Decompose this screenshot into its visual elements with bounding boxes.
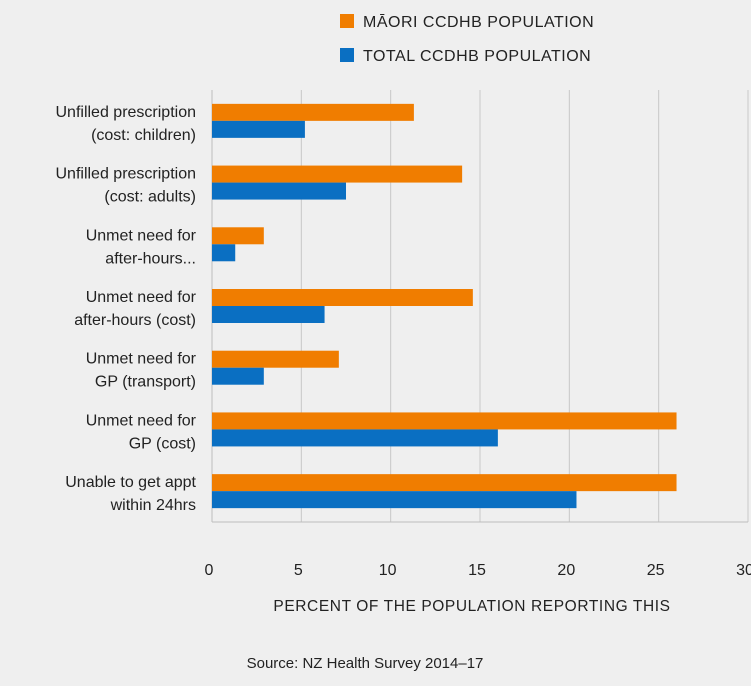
category-label-6-line-1: within 24hrs <box>110 497 196 514</box>
category-label-2-line-1: after-hours... <box>105 250 196 267</box>
bar-total-5 <box>212 429 498 447</box>
category-label-5-line-1: GP (cost) <box>129 435 196 452</box>
x-tick-labels: 0 5 10 15 20 25 30 <box>205 562 751 579</box>
category-label-1-line-0: Unfilled prescription <box>55 166 196 183</box>
category-label-4-line-1: GP (transport) <box>95 374 196 391</box>
bar-maori-4 <box>212 350 339 368</box>
x-tick-label-10: 10 <box>379 562 397 579</box>
bar-total-2 <box>212 244 236 262</box>
category-label-3-line-0: Unmet need for <box>86 289 197 306</box>
legend: MĀORI CCDHB POPULATION TOTAL CCDHB POPUL… <box>340 13 594 65</box>
category-label-5-line-0: Unmet need for <box>86 412 197 429</box>
x-tick-label-5: 5 <box>294 562 303 579</box>
x-tick-label-25: 25 <box>647 562 665 579</box>
bar-maori-3 <box>212 289 473 306</box>
legend-label-maori: MĀORI CCDHB POPULATION <box>363 13 594 31</box>
x-tick-label-0: 0 <box>205 562 214 579</box>
x-tick-label-15: 15 <box>468 562 486 579</box>
legend-swatch-maori <box>340 14 354 28</box>
x-tick-label-30: 30 <box>736 562 751 579</box>
bars <box>212 103 677 509</box>
bar-total-1 <box>212 182 346 200</box>
category-label-6-line-0: Unable to get appt <box>65 474 196 491</box>
category-labels: Unfilled prescription (cost: children) Unf… <box>55 104 196 514</box>
bar-maori-5 <box>212 412 677 430</box>
category-label-4-line-0: Unmet need for <box>86 351 197 368</box>
category-label-0-line-1: (cost: children) <box>91 127 196 144</box>
category-label-1-line-1: (cost: adults) <box>104 189 196 206</box>
x-tick-label-20: 20 <box>557 562 575 579</box>
source-note: Source: NZ Health Survey 2014–17 <box>247 655 484 672</box>
legend-swatch-total <box>340 48 354 62</box>
gridlines <box>211 90 749 523</box>
bar-total-4 <box>212 367 264 385</box>
legend-label-total: TOTAL CCDHB POPULATION <box>363 48 591 65</box>
bar-total-0 <box>212 120 305 138</box>
bar-maori-2 <box>212 227 264 245</box>
category-label-2-line-0: Unmet need for <box>86 227 197 244</box>
bar-total-3 <box>212 306 325 323</box>
x-axis-label: PERCENT OF THE POPULATION REPORTING THIS <box>273 598 670 615</box>
category-label-0-line-0: Unfilled prescription <box>55 104 196 121</box>
bar-maori-0 <box>212 103 414 121</box>
bar-maori-1 <box>212 165 463 183</box>
bar-total-6 <box>212 491 577 509</box>
bar-maori-6 <box>212 474 677 492</box>
category-label-3-line-1: after-hours (cost) <box>74 312 196 329</box>
